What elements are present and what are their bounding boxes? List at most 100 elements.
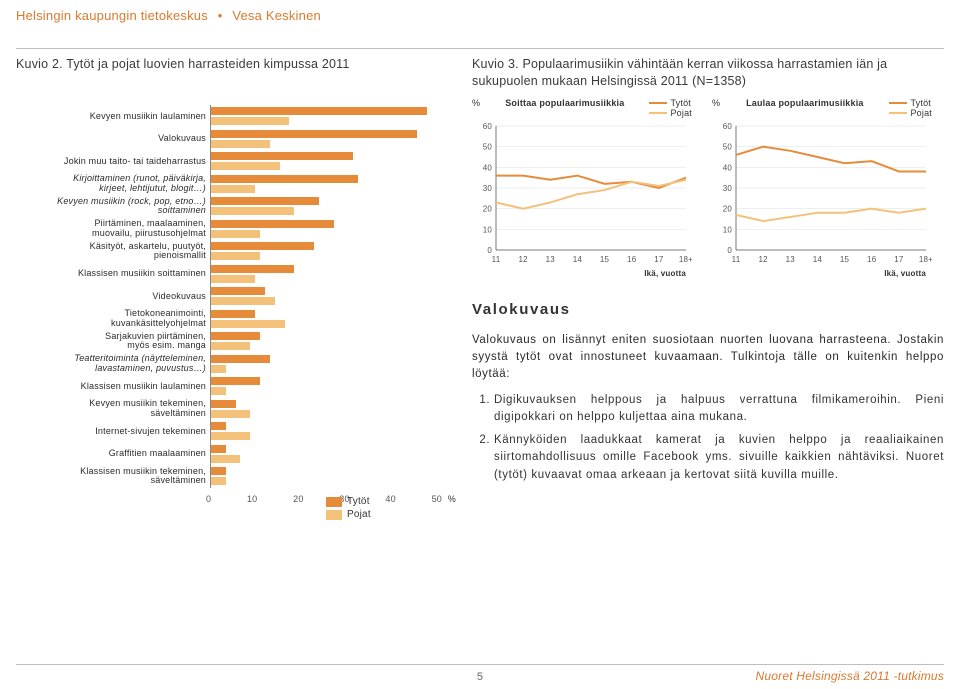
panel-legend: TytötPojat [889,98,932,118]
svg-text:Ikä, vuotta: Ikä, vuotta [884,269,926,278]
y-unit: % [712,98,720,108]
svg-text:16: 16 [867,255,877,264]
hbar-plot [210,308,456,331]
panel-title: Laulaa populaarimusiikkia [746,98,864,108]
svg-text:18+: 18+ [679,255,692,264]
legend-label-boys: Pojat [347,509,371,520]
bar-girls [211,422,226,430]
hbar-row: Videokuvaus [16,285,456,308]
header-left: Helsingin kaupungin tietokeskus [16,8,208,23]
bar-girls [211,355,270,363]
kuvio2-title: Kuvio 2. Tytöt ja pojat luovien harraste… [16,56,456,73]
kuvio3-title: Kuvio 3. Populaarimusiikin vähintään ker… [472,56,944,90]
bar-girls [211,130,417,138]
list-item: Kännyköiden laadukkaat kamerat ja kuvien… [494,432,944,484]
bar-boys [211,297,275,305]
series-girls [736,146,926,171]
svg-text:60: 60 [483,122,493,131]
bar-girls [211,377,260,385]
bar-boys [211,432,250,440]
bar-boys [211,117,289,125]
svg-text:50: 50 [723,142,733,151]
bar-boys [211,455,240,463]
hbar-label: Klassisen musiikin laulaminen [16,382,210,391]
hbar-label: Sarjakuvien piirtäminen,myös esim. manga [16,332,210,351]
svg-text:13: 13 [546,255,556,264]
hbar-label: Videokuvaus [16,292,210,301]
svg-text:10: 10 [723,225,733,234]
svg-text:12: 12 [518,255,528,264]
hbar-plot [210,105,456,128]
svg-text:60: 60 [723,122,733,131]
bar-girls [211,310,255,318]
page-header: Helsingin kaupungin tietokeskus • Vesa K… [16,8,321,23]
svg-text:30: 30 [723,184,733,193]
series-boys [496,179,686,208]
panel-legend: TytötPojat [649,98,692,118]
hbar-plot [210,353,456,376]
series-boys [736,208,926,220]
top-rule [16,48,944,49]
svg-text:16: 16 [627,255,637,264]
hbar-row: Valokuvaus [16,128,456,151]
hbar-plot [210,218,456,241]
hbar-row: Jokin muu taito- tai taideharrastus [16,150,456,173]
svg-text:10: 10 [483,225,493,234]
y-unit: % [472,98,480,108]
hbar-row: Internet-sivujen tekeminen [16,420,456,443]
x-tick: 0 [206,494,211,504]
svg-text:13: 13 [786,255,796,264]
kuvio2-xaxis: 01020304050 % [16,494,456,504]
hbar-label: Tietokoneanimointi,kuvankäsittelyohjelma… [16,309,210,328]
hbar-plot [210,465,456,488]
body-heading: Valokuvaus [472,301,944,318]
svg-text:17: 17 [654,255,664,264]
bar-boys [211,252,260,260]
legend-swatch-girls [326,497,342,507]
bar-boys [211,140,270,148]
list-item: Digikuvauksen helppous ja halpuus verrat… [494,392,944,427]
footer-right: Nuoret Helsingissä 2011 -tutkimus [756,669,944,683]
bar-girls [211,445,226,453]
hbar-row: Kevyen musiikin laulaminen [16,105,456,128]
hbar-label: Kevyen musiikin tekeminen,säveltäminen [16,399,210,418]
svg-text:12: 12 [758,255,768,264]
bar-girls [211,197,319,205]
hbar-row: Piirtäminen, maalaaminen,muovailu, piiru… [16,218,456,241]
hbar-row: Graffitien maalaaminen [16,443,456,466]
bottom-rule [16,664,944,665]
x-tick: 40 [385,494,395,504]
hbar-row: Kirjoittaminen (runot, päiväkirja,kirjee… [16,173,456,196]
hbar-label: Kirjoittaminen (runot, päiväkirja,kirjee… [16,174,210,193]
hbar-plot [210,128,456,151]
svg-text:20: 20 [483,204,493,213]
svg-text:30: 30 [483,184,493,193]
line-chart: %Soittaa populaarimusiikkiaTytötPojat010… [472,98,692,283]
hbar-row: Klassisen musiikin soittaminen [16,263,456,286]
bar-boys [211,162,280,170]
svg-text:17: 17 [894,255,904,264]
bar-girls [211,287,265,295]
hbar-plot [210,240,456,263]
hbar-plot [210,173,456,196]
hbar-plot [210,195,456,218]
hbar-plot [210,285,456,308]
panel-title: Soittaa populaarimusiikkia [505,98,624,108]
right-column: Kuvio 3. Populaarimusiikin vähintään ker… [472,56,944,490]
svg-text:18+: 18+ [919,255,932,264]
hbar-label: Kevyen musiikin laulaminen [16,112,210,121]
hbar-label: Internet-sivujen tekeminen [16,427,210,436]
bar-boys [211,207,294,215]
bar-boys [211,275,255,283]
hbar-label: Valokuvaus [16,134,210,143]
legend-label-girls: Tytöt [347,496,370,507]
hbar-label: Teatteritoiminta (näytteleminen,lavastam… [16,354,210,373]
hbar-row: Tietokoneanimointi,kuvankäsittelyohjelma… [16,308,456,331]
bar-boys [211,230,260,238]
hbar-plot [210,263,456,286]
hbar-label: Klassisen musiikin soittaminen [16,269,210,278]
bar-boys [211,387,226,395]
kuvio2-chart: Kevyen musiikin laulaminen Valokuvaus Joki… [16,105,456,600]
svg-text:15: 15 [840,255,850,264]
header-right: Vesa Keskinen [232,8,321,23]
